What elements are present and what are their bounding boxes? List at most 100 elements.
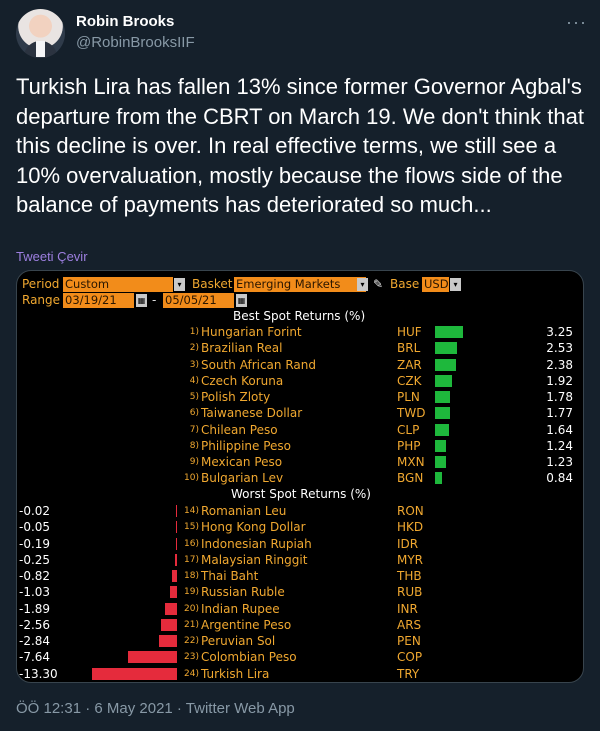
- base-field[interactable]: USD: [422, 277, 449, 292]
- currency-code: HUF: [397, 325, 422, 339]
- negative-bar: [171, 570, 177, 582]
- currency-name[interactable]: Chilean Peso: [201, 422, 278, 437]
- currency-code: RUB: [397, 585, 423, 600]
- currency-code: PLN: [397, 390, 420, 404]
- row-rank: 20): [184, 603, 199, 614]
- best-row: 1) Hungarian Forint HUF 3.25: [17, 324, 583, 340]
- best-row: 4) Czech Koruna CZK 1.92: [17, 373, 583, 389]
- currency-name[interactable]: Colombian Peso: [201, 650, 297, 665]
- return-value: 2.53: [546, 341, 573, 356]
- row-rank: 22): [184, 636, 199, 646]
- row-rank: 19): [184, 587, 199, 598]
- return-value: 0.84: [546, 471, 573, 486]
- return-value: -1.03: [19, 585, 51, 600]
- currency-name[interactable]: Indonesian Rupiah: [201, 536, 312, 551]
- currency-code: CZK: [397, 373, 422, 388]
- row-rank: 5): [189, 392, 199, 402]
- currency-code: ZAR: [397, 357, 422, 372]
- currency-name[interactable]: Hong Kong Dollar: [201, 520, 306, 535]
- currency-name[interactable]: Taiwanese Dollar: [201, 406, 303, 421]
- author-handle[interactable]: @RobinBrooksIIF: [76, 34, 195, 51]
- row-rank: 9): [189, 457, 199, 467]
- row-rank: 16): [184, 538, 199, 549]
- base-dropdown-icon[interactable]: ▾: [450, 278, 461, 291]
- basket-field[interactable]: Emerging Markets: [234, 277, 366, 292]
- currency-code: TRY: [397, 666, 420, 681]
- tweet-image-terminal-chart[interactable]: Period Custom ▾ Basket Emerging Markets …: [16, 270, 584, 683]
- currency-name[interactable]: Thai Baht: [201, 569, 259, 583]
- return-value: 1.23: [546, 455, 573, 469]
- return-value: -2.56: [19, 617, 51, 632]
- range-start-field[interactable]: 03/19/21: [63, 293, 134, 308]
- terminal-toolbar-row1: Period Custom ▾ Basket Emerging Markets …: [17, 277, 583, 293]
- author-avatar[interactable]: [16, 9, 65, 58]
- currency-name[interactable]: Peruvian Sol: [201, 634, 276, 648]
- currency-name[interactable]: Bulgarian Lev: [201, 471, 284, 486]
- translate-tweet-link[interactable]: Tweeti Çevir: [16, 249, 88, 264]
- currency-name[interactable]: Czech Koruna: [201, 373, 284, 388]
- currency-code: INR: [397, 601, 418, 616]
- currency-name[interactable]: Mexican Peso: [201, 455, 283, 469]
- negative-bar: [176, 505, 177, 517]
- currency-code: MYR: [397, 552, 424, 567]
- terminal-toolbar-row2: Range 03/19/21 ▦ - 05/05/21 ▦: [17, 293, 583, 309]
- author-name[interactable]: Robin Brooks: [76, 13, 175, 30]
- positive-bar: [435, 472, 443, 485]
- currency-name[interactable]: Hungarian Forint: [201, 325, 302, 339]
- period-dropdown-icon[interactable]: ▾: [174, 278, 185, 291]
- currency-code: RON: [397, 504, 424, 518]
- currency-name[interactable]: Indian Rupee: [201, 601, 280, 616]
- more-options-icon[interactable]: ···: [566, 12, 587, 32]
- positive-bar: [435, 423, 450, 436]
- return-value: -0.25: [19, 552, 51, 567]
- period-label: Period: [22, 277, 60, 291]
- return-value: 1.24: [546, 438, 573, 453]
- currency-name[interactable]: Turkish Lira: [201, 666, 270, 681]
- range-start-calendar-icon[interactable]: ▦: [136, 294, 147, 307]
- range-label: Range: [22, 293, 61, 307]
- negative-bar: [160, 618, 177, 631]
- row-rank: 23): [184, 652, 199, 663]
- best-row: 6) Taiwanese Dollar TWD 1.77: [17, 405, 583, 421]
- return-value: -2.84: [19, 634, 51, 648]
- range-end-field[interactable]: 05/05/21: [163, 293, 234, 308]
- currency-name[interactable]: Argentine Peso: [201, 617, 292, 632]
- currency-name[interactable]: Philippine Peso: [201, 438, 291, 453]
- negative-bar: [175, 537, 177, 550]
- basket-dropdown-icon[interactable]: ▾: [357, 278, 368, 291]
- currency-name[interactable]: Malaysian Ringgit: [201, 552, 308, 567]
- tweet-timestamp[interactable]: ÖÖ 12:31 · 6 May 2021 · Twitter Web App: [16, 700, 295, 717]
- return-value: -1.89: [19, 601, 51, 616]
- range-end-calendar-icon[interactable]: ▦: [236, 294, 247, 307]
- range-separator: -: [152, 293, 157, 307]
- row-rank: 21): [184, 619, 199, 630]
- return-value: -7.64: [19, 650, 51, 665]
- worst-row: -1.03 19) Russian Ruble RUB: [17, 584, 583, 600]
- worst-row: -0.82 18) Thai Baht THB: [17, 568, 583, 584]
- currency-code: BGN: [397, 471, 424, 486]
- return-value: 2.38: [546, 357, 573, 372]
- currency-code: ARS: [397, 617, 422, 632]
- worst-row: -1.89 20) Indian Rupee INR: [17, 601, 583, 617]
- currency-name[interactable]: Brazilian Real: [201, 341, 283, 356]
- row-rank: 15): [184, 522, 199, 533]
- return-value: 1.77: [546, 406, 573, 421]
- best-returns-title: Best Spot Returns (%): [233, 309, 366, 323]
- worst-row: -0.05 15) Hong Kong Dollar HKD: [17, 519, 583, 535]
- currency-name[interactable]: Polish Zloty: [201, 390, 271, 404]
- currency-name[interactable]: South African Rand: [201, 357, 316, 372]
- return-value: 1.64: [546, 422, 573, 437]
- currency-name[interactable]: Russian Ruble: [201, 585, 285, 600]
- currency-code: HKD: [397, 520, 424, 535]
- row-rank: 10): [184, 473, 199, 484]
- period-field[interactable]: Custom: [63, 277, 173, 292]
- worst-row: -0.19 16) Indonesian Rupiah IDR: [17, 536, 583, 552]
- currency-code: MXN: [397, 455, 425, 469]
- row-rank: 14): [184, 506, 199, 516]
- currency-code: PHP: [397, 438, 421, 453]
- negative-bar: [164, 602, 177, 615]
- edit-pencil-icon[interactable]: ✎: [373, 277, 384, 291]
- best-row: 10) Bulgarian Lev BGN 0.84: [17, 470, 583, 486]
- positive-bar: [435, 391, 451, 403]
- currency-name[interactable]: Romanian Leu: [201, 504, 287, 518]
